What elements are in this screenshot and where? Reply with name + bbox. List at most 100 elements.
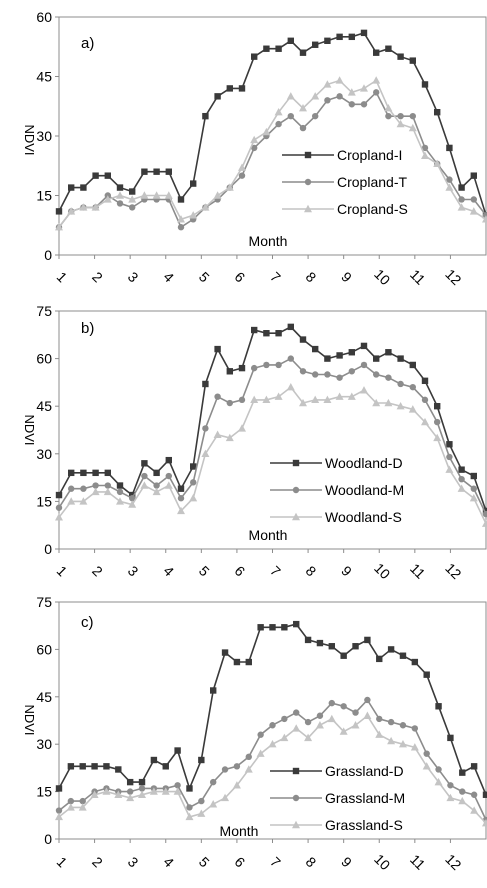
data-point-grassland-d <box>352 643 359 650</box>
data-point-grassland-m <box>198 797 205 805</box>
legend-marker-cropland-s <box>304 204 312 213</box>
data-point-grassland-s <box>363 711 372 719</box>
data-point-woodland-s <box>396 402 405 410</box>
series-cropland-i <box>55 29 487 219</box>
data-point-grassland-d <box>55 785 63 792</box>
plot-area-c <box>58 601 487 840</box>
data-point-grassland-d <box>67 763 75 770</box>
data-point-grassland-m <box>470 791 478 798</box>
data-point-grassland-d <box>162 763 169 770</box>
legend-label-woodland-d: Woodland-D <box>325 455 403 471</box>
data-point-cropland-i <box>68 184 75 191</box>
data-point-grassland-m <box>79 797 86 805</box>
x-tick-label-a: 8 <box>303 269 320 286</box>
data-point-woodland-d <box>190 463 197 470</box>
data-point-grassland-d <box>150 756 158 764</box>
data-point-woodland-s <box>262 395 271 404</box>
data-point-woodland-s <box>384 398 393 407</box>
data-point-cropland-i <box>312 41 319 48</box>
y-tick-label-a: 45 <box>36 69 52 85</box>
data-point-woodland-m <box>104 482 112 489</box>
data-point-grassland-s <box>410 743 419 751</box>
series-a <box>55 29 487 231</box>
data-point-cropland-s <box>140 191 149 199</box>
legend-label-grassland-s: Grassland-S <box>325 817 403 833</box>
x-tick-label-b: 10 <box>371 560 393 582</box>
data-point-cropland-i <box>202 112 209 120</box>
x-tick-label-b: 12 <box>442 560 464 582</box>
data-point-cropland-i <box>104 172 111 179</box>
data-point-cropland-s <box>469 207 478 215</box>
legend-marker-woodland-s <box>292 512 300 521</box>
data-point-woodland-d <box>263 330 270 337</box>
data-point-grassland-s <box>339 727 348 735</box>
data-point-woodland-m <box>177 495 185 502</box>
data-point-grassland-s <box>470 806 479 814</box>
x-tick-label-b: 3 <box>125 563 142 580</box>
data-point-woodland-m <box>470 485 477 492</box>
data-point-grassland-d <box>91 763 98 770</box>
series-cropland-t <box>55 89 487 231</box>
data-point-cropland-i <box>251 53 258 60</box>
legend-marker-woodland-d <box>292 459 300 467</box>
data-point-cropland-s <box>384 104 393 112</box>
data-point-grassland-d <box>411 658 419 666</box>
data-point-woodland-d <box>434 403 441 410</box>
legend-marker-grassland-s <box>292 820 300 829</box>
data-point-grassland-s <box>387 736 396 745</box>
series-line-cropland-t <box>58 91 487 229</box>
data-point-grassland-s <box>398 740 407 748</box>
y-tick-label-c: 15 <box>36 784 52 800</box>
x-tick-label-a: 5 <box>196 269 213 286</box>
y-ticks-c: 0 15 30 45 60 75 <box>36 594 59 847</box>
data-point-woodland-m <box>141 472 148 480</box>
data-point-grassland-s <box>375 730 384 738</box>
x-tick-label-c: 4 <box>160 854 177 871</box>
data-point-grassland-m <box>245 753 252 761</box>
data-point-grassland-m <box>55 807 63 814</box>
data-point-grassland-d <box>482 791 487 798</box>
series-cropland-s <box>55 76 487 231</box>
legend-label-cropland-i: Cropland-I <box>337 147 402 163</box>
x-tick-label-a: 3 <box>125 269 142 286</box>
x-ticks-c: 1 2 3 4 5 6 7 8 9 10 11 12 <box>54 839 465 873</box>
data-point-cropland-i <box>80 184 87 191</box>
data-point-cropland-t <box>177 224 185 231</box>
data-point-cropland-i <box>177 196 185 203</box>
data-point-cropland-i <box>299 49 307 56</box>
series-line-cropland-s <box>58 79 487 228</box>
data-point-woodland-m <box>409 383 416 391</box>
data-point-cropland-i <box>409 57 416 64</box>
data-point-woodland-s <box>250 395 259 404</box>
data-point-grassland-s <box>102 787 111 795</box>
data-point-grassland-s <box>268 740 277 748</box>
data-point-grassland-d <box>174 747 181 754</box>
data-point-grassland-d <box>245 658 252 666</box>
data-point-woodland-d <box>336 352 343 359</box>
data-point-cropland-t <box>336 93 343 100</box>
data-point-grassland-d <box>221 649 229 656</box>
data-point-grassland-m <box>340 703 347 710</box>
legend-a: Cropland-I Cropland-T Cropland-S <box>282 147 408 217</box>
data-point-cropland-i <box>470 172 477 179</box>
data-point-cropland-s <box>177 215 185 223</box>
data-point-grassland-s <box>327 714 336 723</box>
x-tick-label-b: 9 <box>338 563 355 580</box>
y-tick-label-c: 45 <box>36 689 52 705</box>
data-point-grassland-m <box>221 766 229 773</box>
data-point-woodland-s <box>103 487 112 496</box>
data-point-cropland-i <box>116 184 124 191</box>
legend-marker-cropland-t <box>304 178 312 186</box>
data-point-grassland-s <box>173 787 182 795</box>
data-point-grassland-m <box>281 715 288 723</box>
data-point-grassland-m <box>352 709 359 716</box>
series-grassland-s <box>55 711 487 827</box>
legend-label-cropland-t: Cropland-T <box>337 174 407 190</box>
x-tick-label-b: 2 <box>89 563 106 580</box>
data-point-cropland-t <box>129 204 136 211</box>
data-point-cropland-t <box>312 112 319 120</box>
data-point-cropland-s <box>445 183 454 191</box>
data-point-woodland-d <box>153 469 160 477</box>
data-point-woodland-s <box>433 433 442 442</box>
data-point-grassland-s <box>292 724 301 732</box>
